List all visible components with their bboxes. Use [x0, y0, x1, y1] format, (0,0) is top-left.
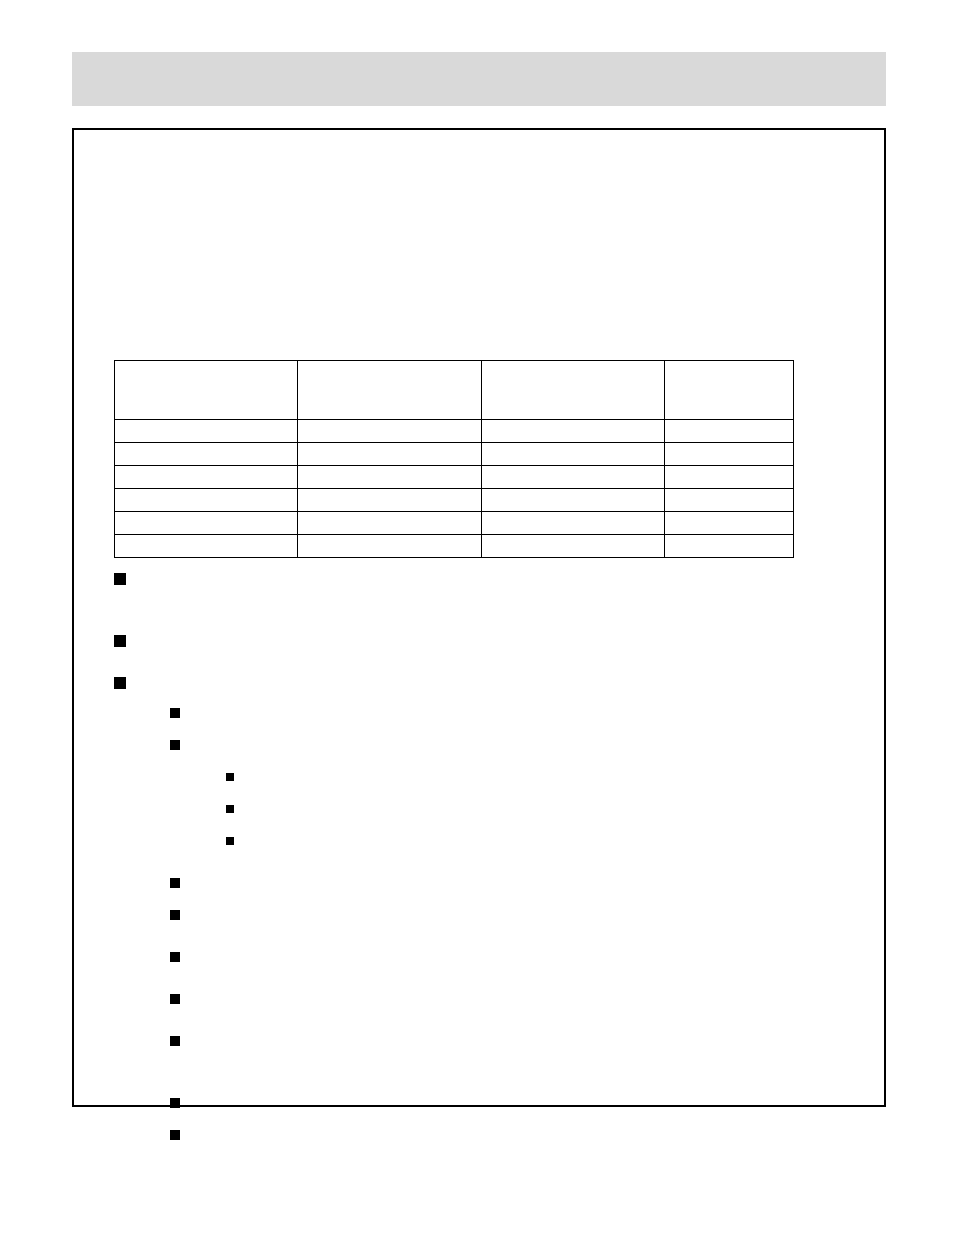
table-cell — [115, 489, 298, 512]
table-cell — [664, 466, 793, 489]
table-cell — [481, 420, 664, 443]
square-bullet-icon — [114, 635, 126, 647]
spacer — [114, 982, 844, 992]
table-cell — [115, 512, 298, 535]
table-cell — [298, 489, 481, 512]
square-bullet-icon — [170, 1036, 180, 1046]
list-item — [226, 834, 844, 852]
list-item — [170, 706, 844, 724]
table-cell — [664, 535, 793, 558]
square-bullet-icon — [226, 837, 234, 845]
square-bullet-icon — [226, 773, 234, 781]
square-bullet-icon — [170, 1130, 180, 1140]
square-bullet-icon — [170, 910, 180, 920]
table-header-cell — [115, 361, 298, 420]
table-cell — [115, 535, 298, 558]
table-row — [115, 420, 794, 443]
square-bullet-icon — [170, 1098, 180, 1108]
spacer — [114, 602, 844, 632]
table-row — [115, 489, 794, 512]
square-bullet-icon — [170, 952, 180, 962]
list-item — [114, 674, 844, 692]
table-header-cell — [298, 361, 481, 420]
table-cell — [664, 443, 793, 466]
table-cell — [298, 420, 481, 443]
table-cell — [298, 443, 481, 466]
list-item — [170, 1034, 844, 1052]
data-table-wrap — [114, 360, 794, 558]
table-cell — [481, 535, 664, 558]
spacer — [114, 1024, 844, 1034]
list-item — [114, 632, 844, 650]
spacer — [114, 866, 844, 876]
list-item — [114, 570, 844, 588]
list-item — [170, 908, 844, 926]
table-cell — [481, 443, 664, 466]
table-cell — [115, 420, 298, 443]
table-header-row — [115, 361, 794, 420]
table-cell — [664, 420, 793, 443]
table-header-cell — [481, 361, 664, 420]
table-cell — [298, 466, 481, 489]
list-item — [170, 876, 844, 894]
square-bullet-icon — [170, 708, 180, 718]
table-row — [115, 466, 794, 489]
table-header-cell — [664, 361, 793, 420]
list-item — [170, 1128, 844, 1146]
square-bullet-icon — [170, 878, 180, 888]
table-cell — [481, 466, 664, 489]
table-cell — [115, 443, 298, 466]
square-bullet-icon — [170, 994, 180, 1004]
square-bullet-icon — [114, 677, 126, 689]
spacer — [114, 664, 844, 674]
bullet-list — [114, 570, 844, 1160]
list-item — [170, 992, 844, 1010]
list-item — [170, 738, 844, 756]
list-item — [170, 950, 844, 968]
square-bullet-icon — [226, 805, 234, 813]
table-row — [115, 443, 794, 466]
list-item — [226, 770, 844, 788]
table-row — [115, 535, 794, 558]
square-bullet-icon — [114, 573, 126, 585]
table-cell — [664, 512, 793, 535]
table-cell — [298, 512, 481, 535]
list-item — [170, 1096, 844, 1114]
table-cell — [481, 489, 664, 512]
spacer — [114, 1066, 844, 1096]
table-cell — [115, 466, 298, 489]
table-row — [115, 512, 794, 535]
table-cell — [298, 535, 481, 558]
data-table — [114, 360, 794, 558]
header-band — [72, 52, 886, 106]
table-cell — [664, 489, 793, 512]
list-item — [226, 802, 844, 820]
square-bullet-icon — [170, 740, 180, 750]
spacer — [114, 940, 844, 950]
table-cell — [481, 512, 664, 535]
content-frame — [72, 128, 886, 1107]
